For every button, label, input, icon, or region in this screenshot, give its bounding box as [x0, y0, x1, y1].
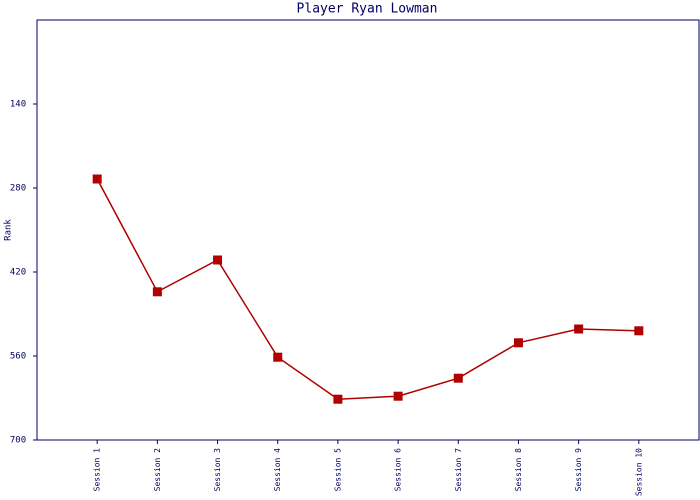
x-tick-label: Session 8 — [514, 448, 523, 492]
y-tick-label: 700 — [10, 436, 26, 446]
x-tick-label: Session 3 — [213, 448, 222, 492]
point-marker — [393, 391, 403, 401]
point-marker — [634, 326, 644, 336]
y-tick-label: 420 — [10, 268, 26, 278]
x-tick-label: Session 5 — [333, 448, 342, 492]
point-marker — [273, 352, 283, 362]
x-tick-label: Session 6 — [394, 448, 403, 492]
x-tick-label: Session 7 — [454, 448, 463, 492]
x-tick-label: Session 10 — [634, 448, 643, 496]
x-tick-label: Session 9 — [574, 448, 583, 492]
point-marker — [453, 373, 463, 383]
x-tick-label: Session 1 — [93, 448, 102, 492]
plot-frame — [36, 19, 700, 441]
point-marker — [213, 255, 223, 265]
point-marker — [152, 287, 162, 297]
y-tick-label: 140 — [10, 100, 26, 110]
y-axis-label: Rank — [4, 219, 14, 241]
x-tick-label: Session 2 — [153, 448, 162, 492]
point-marker — [513, 338, 523, 348]
chart-title: Player Ryan Lowman — [297, 2, 438, 17]
point-marker — [92, 174, 102, 184]
series-line — [96, 178, 639, 400]
x-tick-label: Session 4 — [273, 448, 282, 492]
point-marker — [333, 394, 343, 404]
y-tick-label: 280 — [10, 184, 26, 194]
y-tick-label: 560 — [10, 352, 26, 362]
point-marker — [574, 324, 584, 334]
